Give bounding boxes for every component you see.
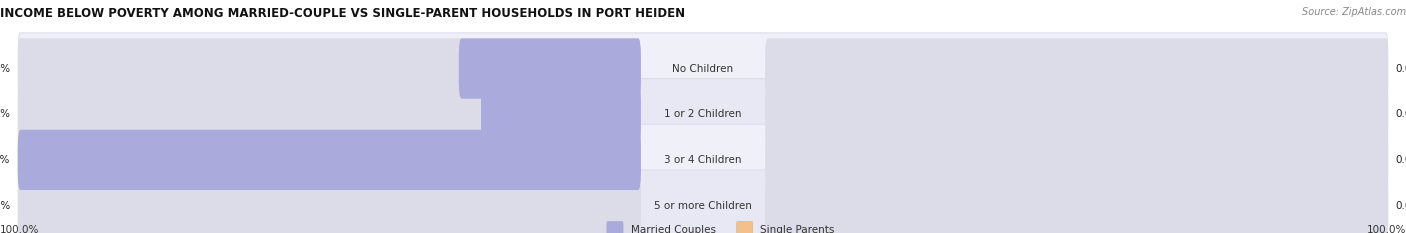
Text: No Children: No Children — [672, 64, 734, 74]
Text: Source: ZipAtlas.com: Source: ZipAtlas.com — [1302, 7, 1406, 17]
Text: 0.0%: 0.0% — [0, 201, 10, 211]
FancyBboxPatch shape — [18, 124, 1388, 195]
FancyBboxPatch shape — [481, 84, 641, 144]
FancyBboxPatch shape — [607, 222, 623, 233]
FancyBboxPatch shape — [18, 130, 641, 190]
Text: 28.6%: 28.6% — [0, 64, 10, 74]
Text: INCOME BELOW POVERTY AMONG MARRIED-COUPLE VS SINGLE-PARENT HOUSEHOLDS IN PORT HE: INCOME BELOW POVERTY AMONG MARRIED-COUPL… — [0, 7, 685, 20]
Text: 100.0%: 100.0% — [0, 225, 39, 233]
FancyBboxPatch shape — [18, 84, 641, 144]
Text: 100.0%: 100.0% — [1367, 225, 1406, 233]
FancyBboxPatch shape — [765, 84, 1388, 144]
Text: 5 or more Children: 5 or more Children — [654, 201, 752, 211]
Text: 100.0%: 100.0% — [0, 155, 10, 165]
Text: 0.0%: 0.0% — [1396, 109, 1406, 119]
Text: 0.0%: 0.0% — [1396, 201, 1406, 211]
FancyBboxPatch shape — [18, 79, 1388, 150]
FancyBboxPatch shape — [765, 38, 1388, 99]
FancyBboxPatch shape — [765, 130, 1388, 190]
Text: 1 or 2 Children: 1 or 2 Children — [664, 109, 742, 119]
FancyBboxPatch shape — [18, 33, 1388, 104]
Text: Single Parents: Single Parents — [761, 225, 835, 233]
FancyBboxPatch shape — [765, 175, 1388, 233]
Text: 0.0%: 0.0% — [1396, 64, 1406, 74]
FancyBboxPatch shape — [458, 38, 641, 99]
FancyBboxPatch shape — [18, 38, 641, 99]
FancyBboxPatch shape — [18, 170, 1388, 233]
Text: 3 or 4 Children: 3 or 4 Children — [664, 155, 742, 165]
FancyBboxPatch shape — [737, 222, 752, 233]
Text: 0.0%: 0.0% — [1396, 155, 1406, 165]
FancyBboxPatch shape — [18, 130, 641, 190]
Text: Married Couples: Married Couples — [631, 225, 716, 233]
FancyBboxPatch shape — [18, 175, 641, 233]
Text: 25.0%: 25.0% — [0, 109, 10, 119]
